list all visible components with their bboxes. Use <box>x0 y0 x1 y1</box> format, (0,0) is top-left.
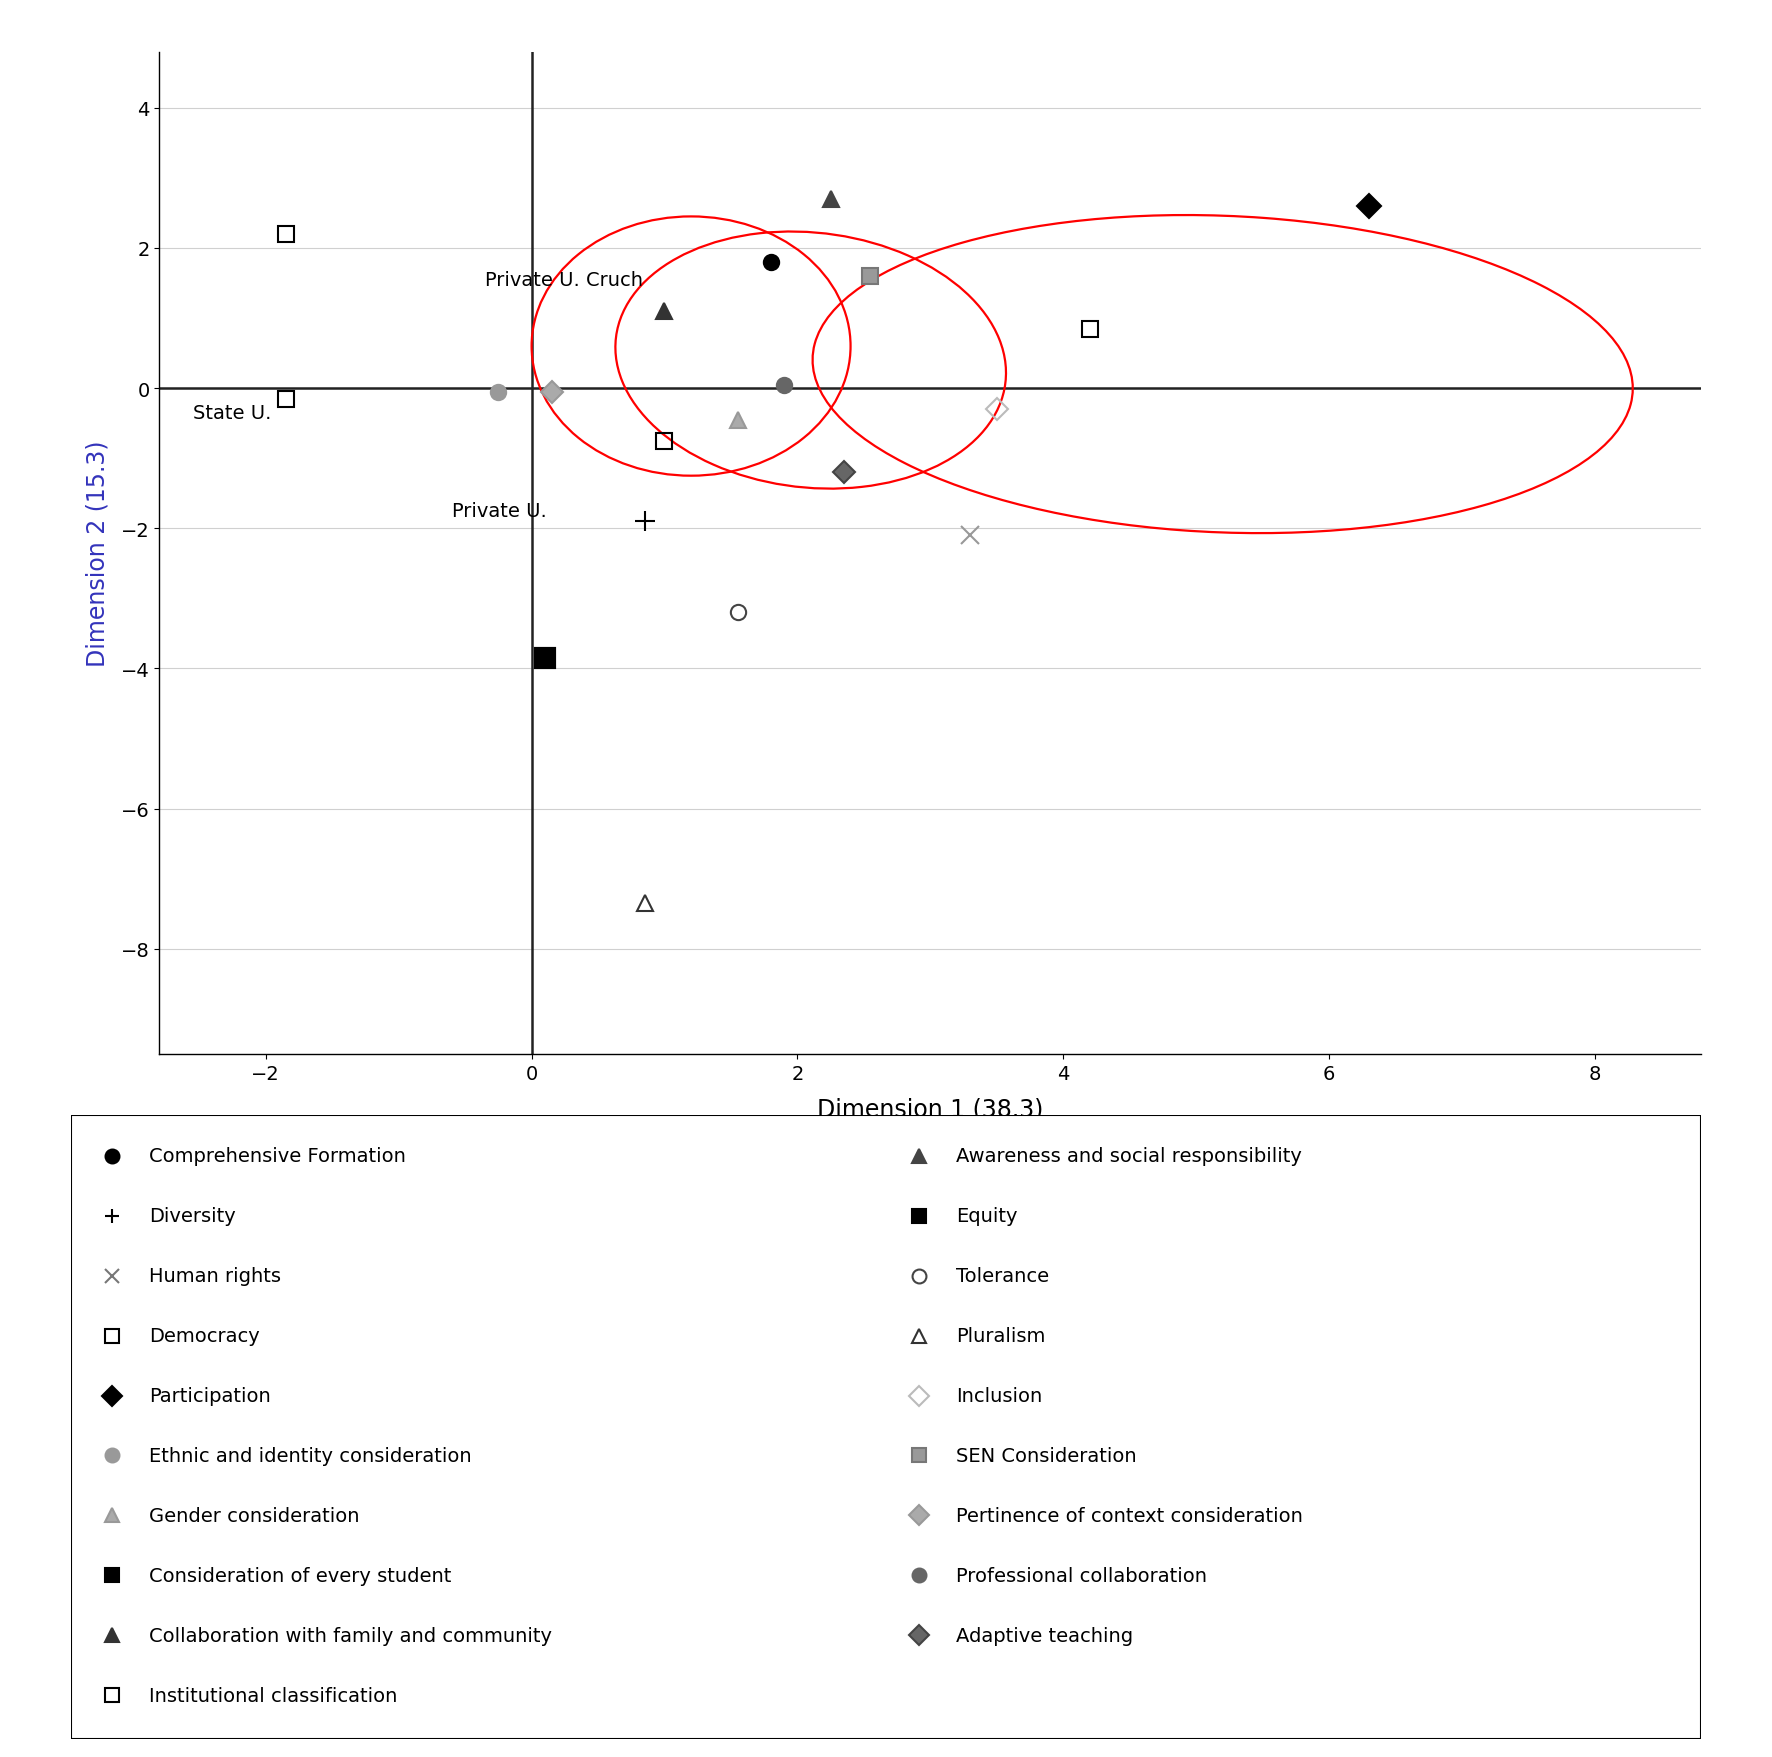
Text: SEN Consideration: SEN Consideration <box>957 1446 1136 1465</box>
FancyBboxPatch shape <box>71 1116 1701 1739</box>
Y-axis label: Dimension 2 (15.3): Dimension 2 (15.3) <box>85 441 110 666</box>
Text: Awareness and social responsibility: Awareness and social responsibility <box>957 1147 1302 1165</box>
Text: Democracy: Democracy <box>149 1327 260 1346</box>
Text: Human rights: Human rights <box>149 1267 282 1286</box>
Text: Pertinence of context consideration: Pertinence of context consideration <box>957 1506 1302 1525</box>
Text: Participation: Participation <box>149 1386 271 1406</box>
Text: Tolerance: Tolerance <box>957 1267 1049 1286</box>
X-axis label: Dimension 1 (38.3): Dimension 1 (38.3) <box>817 1096 1044 1121</box>
Text: Pluralism: Pluralism <box>957 1327 1045 1346</box>
Text: Inclusion: Inclusion <box>957 1386 1042 1406</box>
Text: Collaboration with family and community: Collaboration with family and community <box>149 1625 553 1645</box>
Text: Private U.: Private U. <box>452 503 546 520</box>
Text: Institutional classification: Institutional classification <box>149 1685 397 1704</box>
Text: Adaptive teaching: Adaptive teaching <box>957 1625 1134 1645</box>
Text: Ethnic and identity consideration: Ethnic and identity consideration <box>149 1446 471 1465</box>
Text: Professional collaboration: Professional collaboration <box>957 1565 1207 1585</box>
Text: Equity: Equity <box>957 1207 1017 1226</box>
Text: State U.: State U. <box>193 404 271 423</box>
Text: Private U. Cruch: Private U. Cruch <box>486 271 643 290</box>
Text: Diversity: Diversity <box>149 1207 236 1226</box>
Text: Consideration of every student: Consideration of every student <box>149 1565 452 1585</box>
Text: Comprehensive Formation: Comprehensive Formation <box>149 1147 406 1165</box>
Text: Gender consideration: Gender consideration <box>149 1506 360 1525</box>
